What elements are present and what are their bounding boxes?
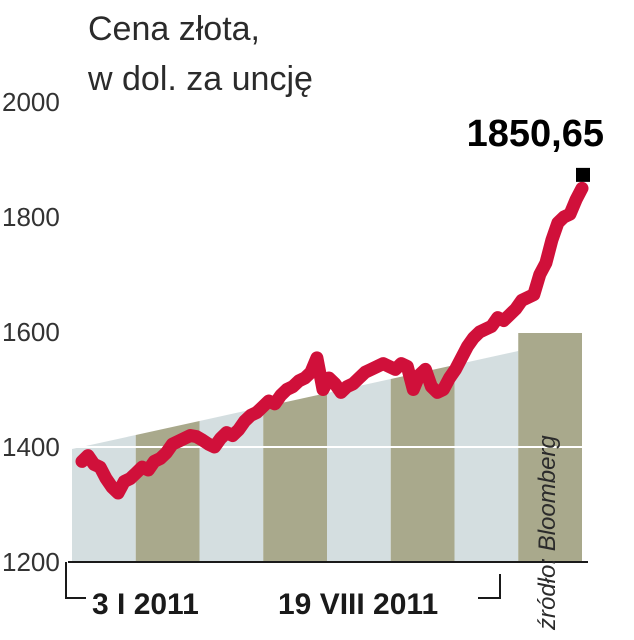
x-axis-bracket (65, 561, 588, 599)
y-tick-label: 2000 (2, 87, 60, 117)
background-band (390, 365, 455, 562)
last-value-label: 1850,65 (467, 113, 604, 155)
last-value-marker (576, 167, 590, 182)
x-tick-label-end: 19 VIII 2011 (278, 588, 438, 621)
background-bands (72, 332, 582, 562)
x-tick-label-start: 3 I 2011 (92, 588, 199, 621)
source-note: źródło: Bloomberg (534, 435, 561, 631)
background-band (327, 379, 391, 562)
y-tick-label: 1400 (2, 432, 60, 462)
grid-lines (60, 216, 582, 448)
gold-price-line (75, 181, 589, 500)
background-band (263, 393, 327, 562)
y-tick-label: 1600 (2, 317, 60, 347)
chart-subtitle: w dol. za uncję (87, 60, 313, 98)
chart-title: Cena złota, (88, 10, 260, 48)
y-axis-ticks: 2000 1800 1600 1400 1200 (2, 87, 60, 577)
background-band (454, 351, 519, 562)
y-tick-label: 1200 (2, 547, 60, 577)
x-axis: 3 I 2011 19 VIII 2011 (65, 561, 588, 621)
y-tick-label: 1800 (2, 202, 60, 232)
